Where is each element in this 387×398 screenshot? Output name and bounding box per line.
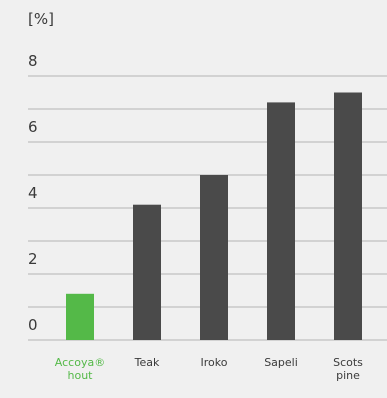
y-tick-label: 6: [28, 118, 38, 136]
y-unit-label: [%]: [28, 10, 54, 28]
y-tick-labels: 0 2 4 6 8: [28, 52, 38, 334]
bar-0: [66, 293, 94, 340]
bar-1: [133, 204, 161, 340]
y-tick-label: 8: [28, 52, 38, 70]
category-label: Scots: [333, 356, 363, 369]
bar-4: [334, 92, 362, 340]
y-tick-label: 0: [28, 316, 38, 334]
category-label: Sapeli: [264, 356, 298, 369]
bar-3: [267, 102, 295, 341]
category-label: hout: [68, 369, 94, 382]
category-label: pine: [336, 369, 360, 382]
bar-2: [200, 175, 228, 340]
category-label: Accoya®: [55, 356, 105, 369]
bars: [66, 92, 362, 341]
category-label: Teak: [134, 356, 160, 369]
y-tick-label: 2: [28, 250, 38, 268]
y-tick-label: 4: [28, 184, 38, 202]
category-label: Iroko: [201, 356, 228, 369]
